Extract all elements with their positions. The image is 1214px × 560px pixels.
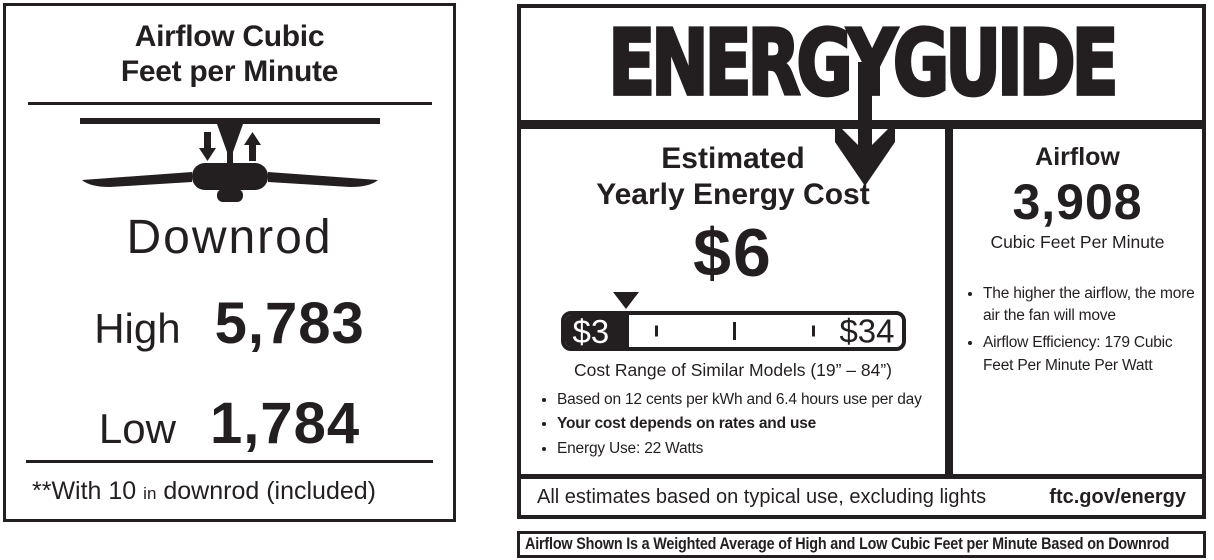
airflow-bullet-1: The higher the airflow, the more air the… (983, 283, 1196, 328)
low-airflow-row: Low 1,784 (6, 390, 453, 456)
high-airflow-row: High 5,783 (6, 290, 453, 356)
footnote-suffix: downrod (included) (163, 477, 376, 505)
cost-marker-triangle-icon (613, 292, 639, 309)
cost-range-bar: $3 $34 (560, 311, 906, 351)
footnote-prefix: **With 10 (32, 477, 137, 505)
energyguide-main: Estimated Yearly Energy Cost $6 $3 $34 (521, 129, 1202, 474)
footnote-unit: in (143, 484, 157, 503)
title-divider (27, 102, 432, 106)
cost-heading-line1: Estimated (661, 142, 805, 175)
airflow-section: Airflow 3,908 Cubic Feet Per Minute The … (953, 129, 1202, 474)
scale-tick-icon (654, 325, 658, 337)
cost-bullets: Based on 12 cents per kWh and 6.4 hours … (521, 389, 945, 460)
cost-range-min-label: $3 (572, 312, 610, 350)
airflow-value: 3,908 (1012, 174, 1143, 230)
airflow-bullet-2: Airflow Efficiency: 179 Cubic Feet Per M… (983, 332, 1196, 377)
high-value: 5,783 (214, 290, 365, 356)
ftc-url: ftc.gov/energy (1049, 485, 1186, 508)
low-value: 1,784 (209, 390, 361, 456)
airflow-panel-title-line2: Feet per Minute (120, 55, 339, 89)
down-arrow-icon (835, 62, 895, 186)
cost-bullet-1: Based on 12 cents per kWh and 6.4 hours … (557, 389, 941, 411)
low-label: Low (98, 404, 176, 452)
downrod-footnote: **With 10 in downrod (included) (32, 477, 376, 506)
cost-range-caption: Cost Range of Similar Models (19” – 84”) (573, 360, 893, 380)
cost-heading: Estimated Yearly Energy Cost (521, 141, 945, 213)
energyguide-footer: All estimates based on typical use, excl… (521, 474, 1202, 515)
airflow-cfm-panel: Airflow Cubic Feet per Minute (3, 3, 456, 522)
scale-tick-icon (811, 325, 815, 337)
weighted-average-note: Airflow Shown Is a Weighted Average of H… (517, 531, 1206, 558)
cost-section: Estimated Yearly Energy Cost $6 $3 $34 (521, 129, 945, 474)
cost-bullet-2: Your cost depends on rates and use (557, 413, 941, 435)
airflow-panel-title: Airflow Cubic Feet per Minute (6, 19, 453, 89)
cost-bullet-3: Energy Use: 22 Watts (557, 438, 941, 460)
energyguide-panel: ENERGYGUIDE Estimated Yearly Energy Cost… (517, 4, 1206, 519)
airflow-unit: Cubic Feet Per Minute (990, 231, 1165, 252)
airflow-panel-title-line1: Airflow Cubic (134, 20, 325, 53)
cost-range-scale: $34 (628, 312, 902, 350)
downrod-label: Downrod (126, 211, 333, 265)
airflow-heading: Airflow (1035, 143, 1120, 171)
ceiling-fan-icon (79, 118, 380, 203)
cost-heading-line2: Yearly Energy Cost (596, 178, 870, 211)
cost-range-min: $3 (564, 312, 629, 350)
airflow-bullets: The higher the airflow, the more air the… (953, 283, 1202, 378)
scale-tick-icon (732, 322, 736, 340)
cost-range-max-label: $34 (839, 312, 895, 350)
yearly-cost-value: $6 (693, 215, 773, 291)
column-divider (945, 129, 953, 474)
weighted-average-note-text: Airflow Shown Is a Weighted Average of H… (525, 535, 1170, 553)
high-label: High (94, 304, 181, 352)
footnote-divider (26, 460, 433, 463)
footer-disclaimer: All estimates based on typical use, excl… (537, 485, 987, 508)
